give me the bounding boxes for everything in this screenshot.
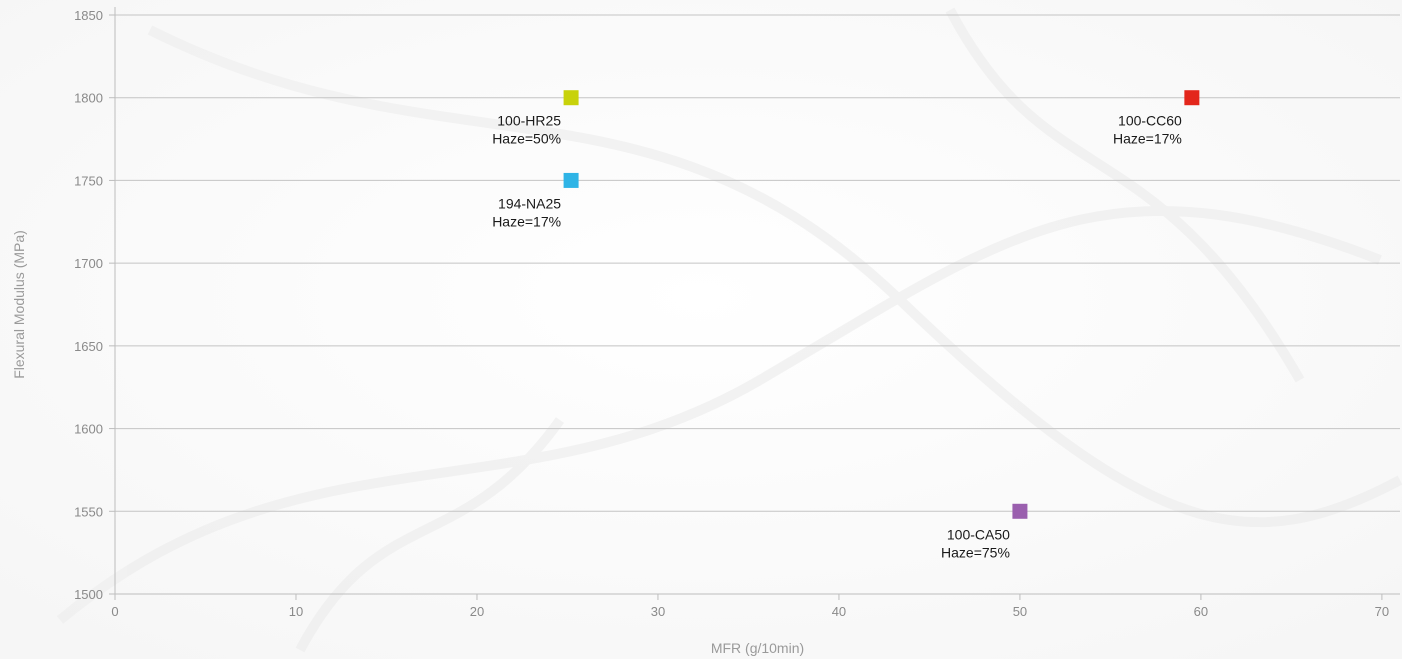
y-tick-label-1800: 1800 [74,91,103,106]
y-tick-label-1850: 1850 [74,8,103,23]
square-marker[interactable] [563,172,579,188]
axes [114,7,1400,595]
data-points: 100-HR25Haze=50%194-NA25Haze=17%100-CC60… [492,90,1200,561]
x-tick-label-40: 40 [832,604,846,619]
x-tick-label-20: 20 [470,604,484,619]
x-tick-label-30: 30 [651,604,665,619]
x-tick-label-60: 60 [1194,604,1208,619]
data-point-100-ca50[interactable]: 100-CA50 Haze=75% [941,503,1028,561]
point-haze-label: Haze=50% [492,131,561,147]
square-marker[interactable] [1184,90,1200,106]
data-point-194-na25[interactable]: 194-NA25 Haze=17% [492,172,579,230]
square-marker[interactable] [1012,503,1028,519]
x-tick-label-50: 50 [1013,604,1027,619]
y-tick-label-1650: 1650 [74,339,103,354]
square-marker[interactable] [563,90,579,106]
y-tick-label-1750: 1750 [74,173,103,188]
point-haze-label: Haze=75% [941,544,1010,560]
y-axis-tick-labels: 1500 1550 1600 1650 1700 1750 1800 1850 [74,8,115,602]
point-label: 100-CC60 [1118,113,1182,129]
background-swirl-decoration [56,7,1402,653]
x-axis-tick-labels: 0 10 20 30 40 50 60 70 [111,594,1389,619]
y-tick-label-1550: 1550 [74,504,103,519]
data-point-100-cc60[interactable]: 100-CC60 Haze=17% [1113,90,1200,147]
data-point-100-hr25[interactable]: 100-HR25 Haze=50% [492,90,579,147]
point-label: 194-NA25 [498,195,561,211]
y-tick-label-1700: 1700 [74,256,103,271]
point-haze-label: Haze=17% [492,213,561,229]
x-axis-title: MFR (g/10min) [711,640,804,656]
y-tick-label-1500: 1500 [74,587,103,602]
y-tick-label-1600: 1600 [74,422,103,437]
x-tick-label-10: 10 [289,604,303,619]
y-axis-title: Flexural Modulus (MPa) [11,230,27,379]
x-tick-label-0: 0 [111,604,118,619]
x-tick-label-70: 70 [1375,604,1389,619]
point-label: 100-HR25 [497,113,561,129]
point-haze-label: Haze=17% [1113,131,1182,147]
point-label: 100-CA50 [947,526,1010,542]
